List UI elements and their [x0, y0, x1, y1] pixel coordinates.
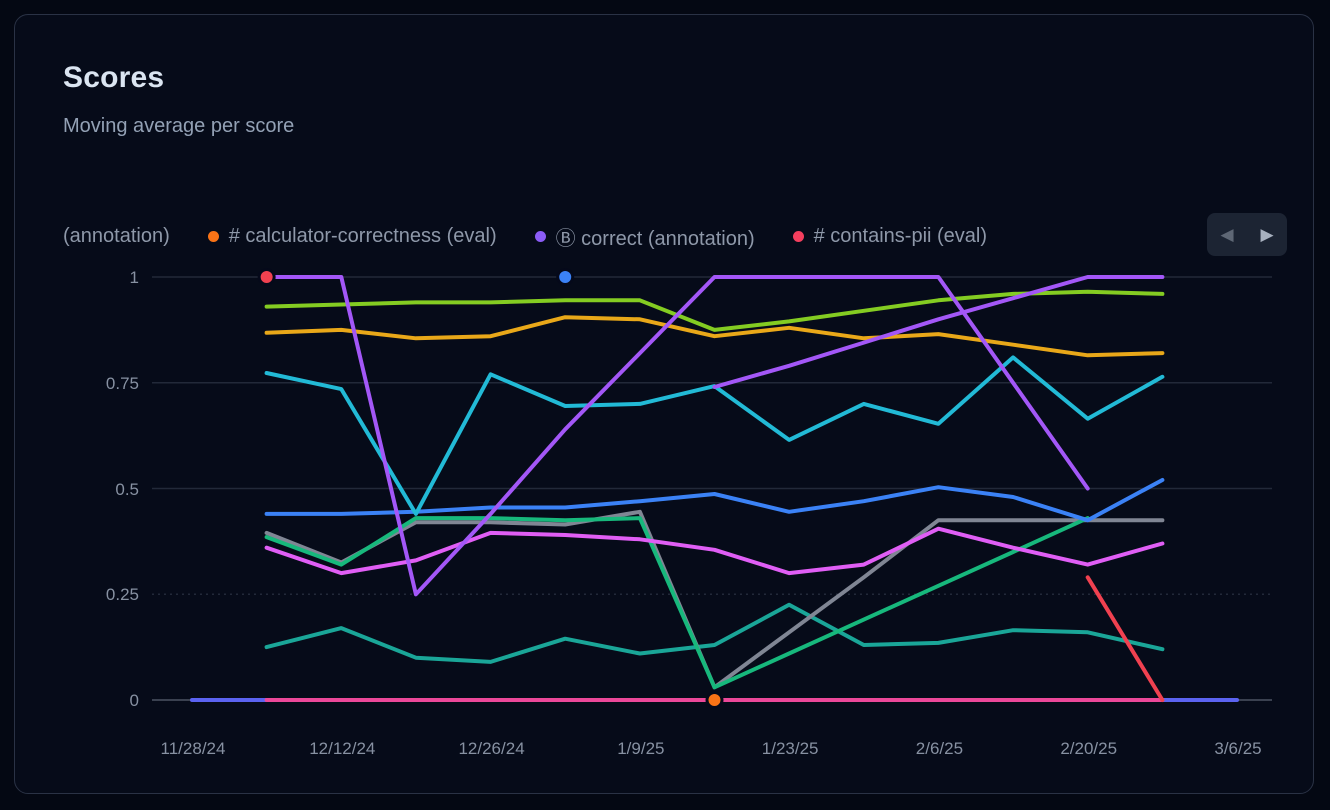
series-line-correct-annotation[interactable] — [264, 275, 1090, 597]
legend-item[interactable]: Ⓑ correct (annotation) — [534, 222, 755, 251]
series-point-marker-blue-point[interactable] — [556, 268, 575, 286]
scores-card: Scores Moving average per score (annotat… — [14, 14, 1314, 794]
x-axis-tick-label: 3/6/25 — [1214, 739, 1262, 758]
legend-item[interactable]: # contains-pii (eval) — [792, 224, 988, 248]
series-point-marker-contains-pii-eval[interactable] — [257, 268, 276, 286]
x-axis-tick-label: 11/28/24 — [160, 739, 226, 758]
x-axis-tick-label: 2/20/25 — [1060, 739, 1118, 758]
legend-item-label: Ⓑ correct (annotation) — [555, 227, 755, 250]
series-line-contains-pii-eval[interactable] — [1085, 575, 1165, 702]
x-axis-tick-label: 12/12/24 — [309, 739, 376, 758]
y-axis-tick-label: 0.75 — [105, 373, 139, 393]
legend-item[interactable]: (annotation) — [63, 225, 170, 248]
legend-scroll-left-button[interactable]: ◀ — [1214, 224, 1239, 245]
y-axis-tick-label: 0.25 — [105, 585, 139, 605]
legend-item-label: (annotation) — [63, 224, 170, 247]
x-axis-tick-label: 2/6/25 — [915, 739, 964, 758]
legend-scroll-controls: ◀ ▶ — [1207, 213, 1287, 256]
legend-item-label: # calculator-correctness (eval) — [228, 224, 497, 247]
legend-series-dot-icon — [792, 230, 804, 242]
legend-item-label: # contains-pii (eval) — [813, 224, 988, 247]
legend-item[interactable]: # calculator-correctness (eval) — [207, 224, 497, 248]
series-line-cyan[interactable] — [264, 355, 1165, 516]
series-line-magenta[interactable] — [264, 526, 1165, 576]
legend-scroll-right-button[interactable]: ▶ — [1254, 224, 1279, 245]
legend-series-dot-icon — [534, 230, 546, 242]
series-line-amber[interactable] — [264, 315, 1165, 358]
page-subtitle: Moving average per score — [63, 115, 295, 137]
legend: (annotation) # calculator-correctness (ev… — [63, 220, 1203, 252]
page-title: Scores — [63, 61, 165, 94]
series-line-violet-2[interactable] — [712, 275, 1165, 389]
y-axis-tick-label: 1 — [129, 268, 139, 287]
series-line-emerald[interactable] — [264, 516, 1090, 690]
legend-series-dot-icon — [207, 230, 219, 242]
x-axis-tick-label: 12/26/24 — [458, 739, 525, 758]
x-axis-tick-label: 1/23/25 — [761, 739, 819, 758]
series-line-teal[interactable] — [264, 602, 1165, 664]
y-axis-tick-label: 0.5 — [115, 479, 139, 499]
series-line-lime[interactable] — [264, 289, 1165, 332]
y-axis-tick-label: 0 — [129, 691, 139, 710]
series-point-marker-calculator-correctness-eval[interactable] — [705, 691, 724, 709]
x-axis-tick-label: 1/9/25 — [617, 739, 665, 758]
